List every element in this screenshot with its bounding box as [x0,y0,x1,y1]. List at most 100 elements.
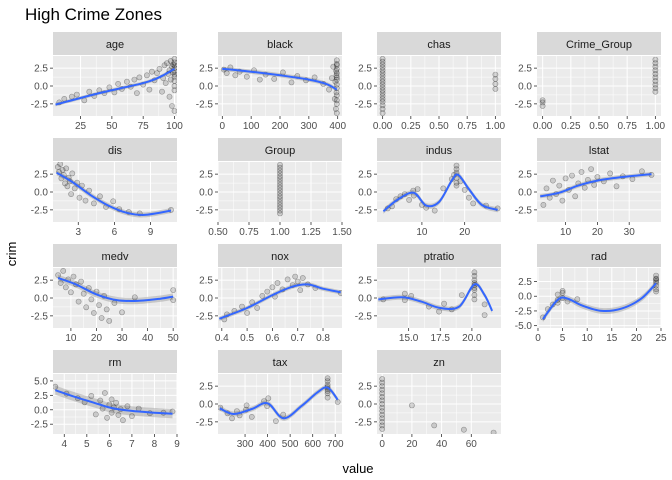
data-point [171,59,177,66]
y-tick-label: 0.0 [199,82,213,93]
data-point [162,80,169,86]
y-tick-label: 0.0 [34,294,48,305]
x-tick-label: 0.75 [457,121,477,132]
x-tick-label: 0.25 [561,121,581,132]
y-tick-label: 0.0 [199,188,213,199]
y-tick-label: -2.5 [196,311,214,322]
y-tick-label: -5.0 [515,321,533,332]
data-point [288,79,295,86]
data-point [299,275,306,281]
y-tick-label: -2.5 [515,306,533,317]
y-tick-label: 2.5 [34,170,48,181]
facet-strip [537,138,661,161]
data-point [379,390,386,397]
data-point [88,392,95,399]
facet-panel-dis: dis 3 6 9 -2.5 0.0 2.5 [31,138,177,238]
data-point [481,312,488,318]
y-tick-label: 0.0 [518,292,532,303]
data-point [277,164,283,171]
panel-plot-area [537,162,661,222]
data-point [607,170,613,177]
data-point [60,268,67,274]
panel-plot-area [53,374,177,434]
data-point [53,383,59,390]
data-point [154,70,160,76]
data-point [652,85,659,91]
x-tick-label: 1.00 [270,227,290,238]
x-tick-label: 500 [282,439,299,450]
y-tick-label: -2.5 [196,417,214,428]
y-tick-label: 2.5 [358,382,372,393]
facet-panel-rad: rad 0 5 10 15 20 25 -5.0 -2.5 0.0 2.5 [515,244,667,344]
data-point [279,69,286,76]
facet-strip [377,138,501,161]
data-point [277,201,283,208]
data-point [171,62,177,69]
data-point [379,90,386,96]
data-point [333,101,340,107]
x-tick-label: 100 [243,121,260,132]
data-point [379,426,386,432]
panel-plot-area [218,56,342,116]
y-tick-label: -2.5 [196,99,214,110]
x-tick-label: 20 [91,333,103,344]
facet-strip-label: black [267,39,293,51]
data-point [652,78,659,84]
data-point [379,379,386,386]
data-point [578,169,585,175]
data-point [115,412,122,418]
data-point [652,67,659,74]
data-point [106,317,113,324]
data-point [75,298,82,305]
y-tick-label: -2.5 [355,417,373,428]
data-point [652,81,659,88]
data-point [167,76,174,83]
smooth-confidence-ribbon [219,384,338,421]
data-point [379,96,386,102]
data-point [277,181,283,188]
smooth-confidence-ribbon [219,282,341,321]
y-tick-label: 2.5 [358,64,372,75]
data-point [131,294,138,301]
x-tick-label: 1.00 [486,121,506,132]
data-point [128,413,135,419]
facet-strip-label: Crime_Group [566,39,632,51]
data-point [277,199,283,205]
data-point [62,180,68,187]
facet-strip [53,244,177,267]
data-point [379,376,386,382]
data-point [113,399,119,406]
x-tick-label: 40 [142,333,154,344]
data-point [169,103,175,109]
smooth-trend-line [218,283,341,320]
data-point [264,288,271,295]
smooth-confidence-ribbon [383,171,498,214]
x-tick-label: 0.6 [265,333,279,344]
data-point [471,292,478,298]
panel-plot-area [218,268,342,328]
facet-panel-indus: indus 10 20 -2.5 0.0 2.5 [355,138,501,238]
data-point [277,179,283,185]
facet-strip-label: chas [427,39,451,51]
facet-strip-label: rm [109,357,122,369]
data-point [559,197,566,204]
facet-panel-black: black 0 100 200 300 400 -2.5 0.0 2.5 [196,32,346,132]
y-tick-label: -2.5 [355,205,373,216]
x-tick-label: 8 [152,439,158,450]
data-point [333,72,340,79]
data-point [106,84,113,91]
data-point [652,74,659,81]
data-point [539,97,546,104]
x-tick-label: 3 [76,227,82,238]
data-point [55,272,61,278]
data-point [170,297,177,303]
facet-strip-label: lstat [589,145,609,157]
data-point [88,296,95,303]
data-point [379,61,386,68]
data-point [492,76,499,82]
y-tick-label: -2.5 [515,99,533,110]
x-tick-label: 9 [174,439,180,450]
x-tick-label: 20 [459,227,471,238]
facet-strip-label: medv [102,251,129,263]
